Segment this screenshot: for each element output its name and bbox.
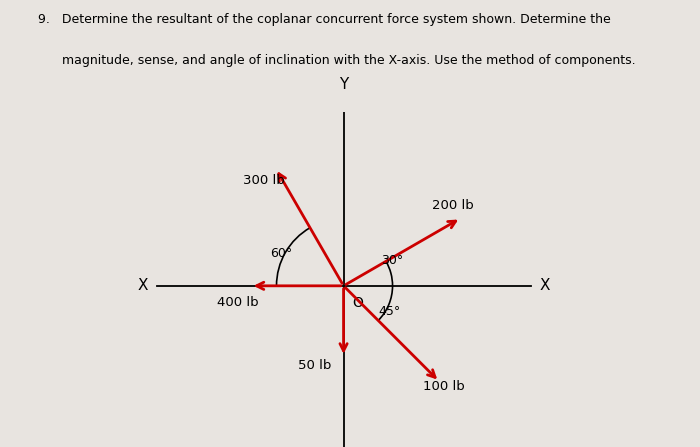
Text: 9.   Determine the resultant of the coplanar concurrent force system shown. Dete: 9. Determine the resultant of the coplan…: [38, 13, 611, 26]
Text: magnitude, sense, and angle of inclination with the X-axis. Use the method of co: magnitude, sense, and angle of inclinati…: [38, 54, 636, 67]
Text: Y: Y: [339, 77, 348, 93]
Text: X: X: [540, 278, 550, 293]
Text: 100 lb: 100 lb: [424, 380, 465, 393]
Text: X: X: [137, 278, 148, 293]
Text: 400 lb: 400 lb: [217, 296, 258, 309]
Text: 300 lb: 300 lb: [243, 173, 284, 186]
Text: 45°: 45°: [379, 305, 401, 318]
Text: O: O: [353, 296, 363, 310]
Text: 200 lb: 200 lb: [433, 199, 474, 212]
Text: 30°: 30°: [382, 253, 404, 266]
Text: 60°: 60°: [270, 247, 293, 260]
Text: 50 lb: 50 lb: [298, 359, 332, 372]
